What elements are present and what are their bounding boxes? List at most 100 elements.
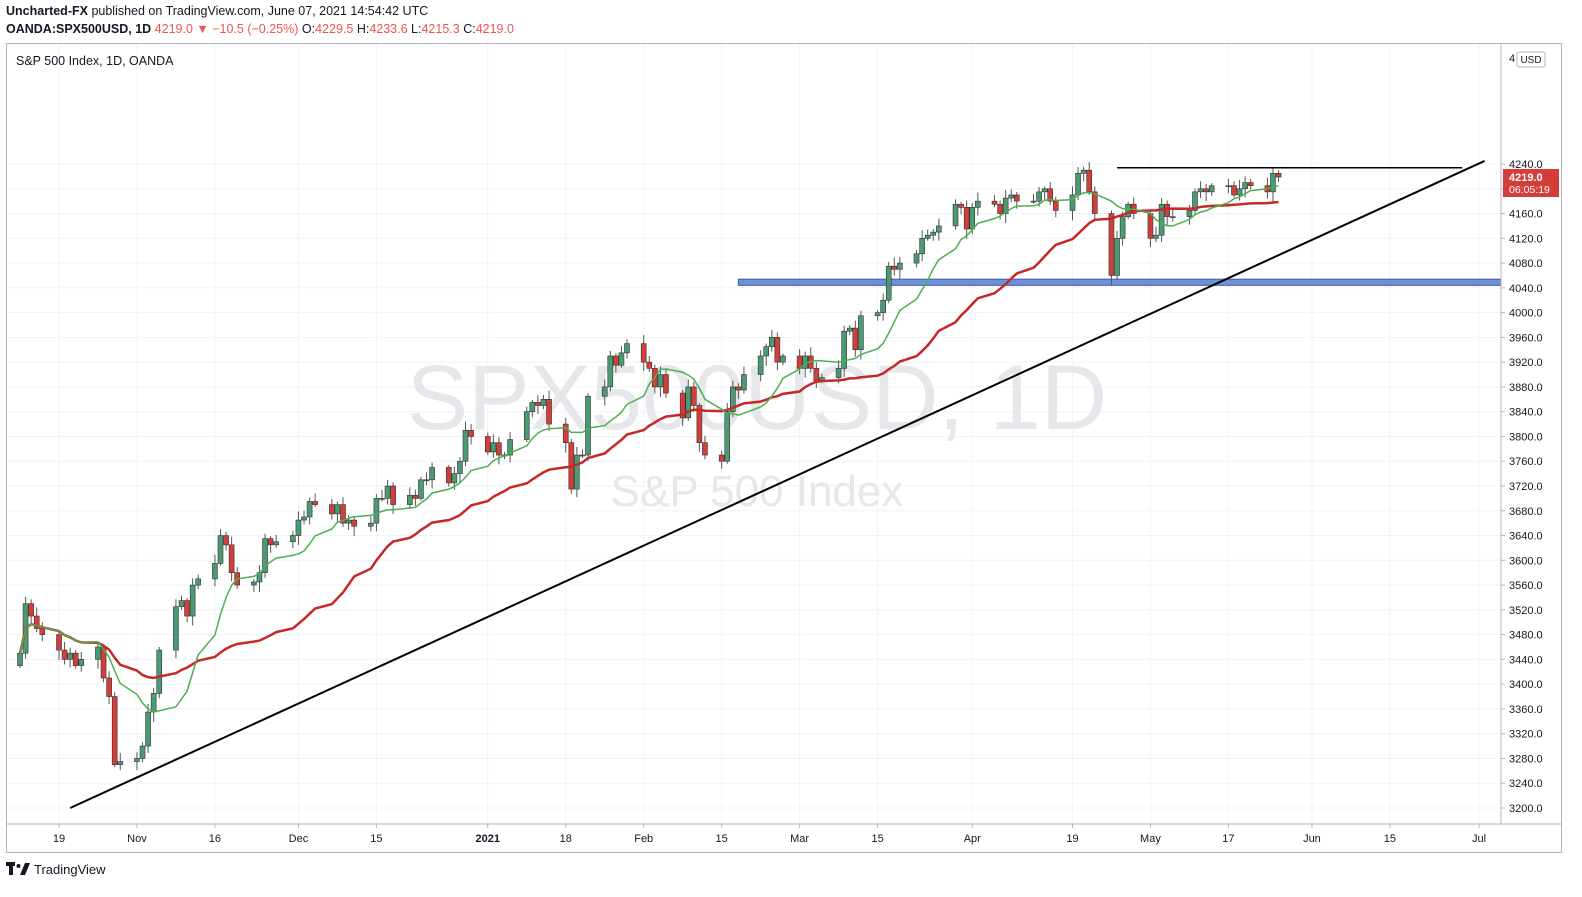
candle-up [156, 649, 163, 694]
time-tick-label: 19 [1066, 833, 1078, 845]
candle-down [56, 634, 62, 651]
moving-average-slow[interactable] [18, 200, 1279, 680]
candle-up [1069, 194, 1076, 211]
candle-up [618, 352, 625, 366]
candle-down [1275, 172, 1282, 178]
candle-down [33, 615, 40, 629]
support-zone[interactable] [737, 278, 1502, 286]
candle-up [757, 355, 764, 375]
candle-up [835, 368, 842, 378]
candle-down [228, 544, 235, 573]
price-tick-label: 4240.0 [1509, 159, 1543, 171]
price-tick-label: 3840.0 [1509, 407, 1543, 419]
candle-down [774, 337, 781, 363]
candle-down [718, 454, 725, 462]
candle-up [490, 442, 497, 453]
candle-up [858, 315, 864, 351]
candle-up [457, 460, 463, 474]
candle-down [446, 467, 452, 484]
candle-down [1086, 169, 1092, 193]
time-tick-label: 2021 [476, 833, 500, 845]
price-tick-label: 3480.0 [1509, 630, 1543, 642]
price-change: ▼ −10.5 (−0.25%) [196, 22, 299, 36]
candle-up [145, 711, 151, 747]
open-value: 4229.5 [315, 22, 354, 36]
candle-up [685, 386, 692, 419]
candle-down [696, 405, 703, 443]
candle-down [1091, 191, 1098, 214]
candle-up [462, 429, 469, 462]
candle-down [1247, 182, 1254, 186]
price-tick-label: 3880.0 [1509, 382, 1543, 394]
candle-down [1108, 213, 1115, 276]
candle-up [306, 501, 313, 518]
tradingview-logo-icon[interactable] [6, 862, 30, 879]
candle-down [111, 696, 118, 765]
candle-up [874, 312, 881, 317]
candle-up [601, 386, 608, 397]
price-tick-label: 3440.0 [1509, 654, 1543, 666]
candle-down [1203, 188, 1209, 193]
candle-up [1158, 203, 1165, 236]
symbol-name: OANDA:SPX500USD, 1D [6, 22, 152, 36]
price-tick-label: 3600.0 [1509, 555, 1543, 567]
candle-down [39, 628, 46, 635]
candle-up [936, 225, 942, 233]
price-tick-label: 3720.0 [1509, 481, 1543, 493]
last-price-label [1503, 169, 1559, 198]
candle-up [741, 374, 747, 391]
candle-up [1270, 172, 1276, 193]
candle-down [702, 442, 708, 456]
author-name[interactable]: Uncharted-FX [6, 4, 88, 18]
footer: TradingView [6, 862, 106, 879]
candle-down [468, 429, 474, 437]
candle-up [1119, 216, 1126, 239]
price-tick-label: 3640.0 [1509, 531, 1543, 543]
candle-up [913, 253, 920, 264]
price-chart[interactable]: SPX500USD, 1D S&P 500 Index S&P 500 Index,… [7, 44, 1561, 852]
currency-badge-label: USD [1520, 55, 1541, 66]
candle-up [1114, 238, 1120, 276]
candle-down [329, 504, 335, 515]
candle-up [1192, 191, 1198, 211]
candle-down [1047, 188, 1054, 202]
candle-up [724, 411, 731, 462]
price-tick-label: 4120.0 [1509, 233, 1543, 245]
chart-frame[interactable]: SPX500USD, 1D S&P 500 Index S&P 500 Index,… [6, 43, 1562, 853]
candle-up [507, 439, 513, 456]
candle-up [78, 659, 85, 666]
candle-up [624, 343, 630, 354]
candle-up [1125, 203, 1131, 217]
candle-down [891, 265, 898, 270]
time-tick-label: Jun [1303, 833, 1321, 845]
candle-down [1052, 200, 1059, 211]
candle-up [841, 330, 847, 369]
currency-badge[interactable] [1516, 51, 1546, 68]
moving-average-fast[interactable] [19, 184, 1279, 713]
candle-down [546, 399, 552, 425]
candle-up [189, 584, 196, 617]
chart-legend: S&P 500 Index, 1D, OANDA [16, 54, 174, 68]
candle-down [852, 327, 859, 351]
candle-up [334, 504, 341, 515]
candle-down [613, 355, 619, 366]
bar-countdown: 06:05:19 [1509, 184, 1550, 196]
candle-down [72, 652, 79, 666]
candle-up [178, 600, 185, 608]
time-tick-label: Dec [289, 833, 309, 845]
candle-down [691, 386, 697, 406]
price-tick-label: 3240.0 [1509, 778, 1543, 790]
candle-up [1080, 169, 1087, 174]
symbol-info-bar: OANDA:SPX500USD, 1D 4219.0 ▼ −10.5 (−0.2… [6, 22, 514, 36]
time-tick-label: May [1140, 833, 1161, 845]
trendline[interactable] [69, 159, 1485, 809]
candle-down [813, 368, 820, 382]
time-axis[interactable] [7, 825, 1501, 852]
time-tick-label: 16 [209, 833, 221, 845]
candle-up [301, 516, 307, 521]
candle-down [106, 677, 112, 697]
time-tick-label: 19 [53, 833, 65, 845]
price-tick-label: 3560.0 [1509, 580, 1543, 592]
candle-down [640, 343, 647, 363]
price-tick-label: 3520.0 [1509, 605, 1543, 617]
